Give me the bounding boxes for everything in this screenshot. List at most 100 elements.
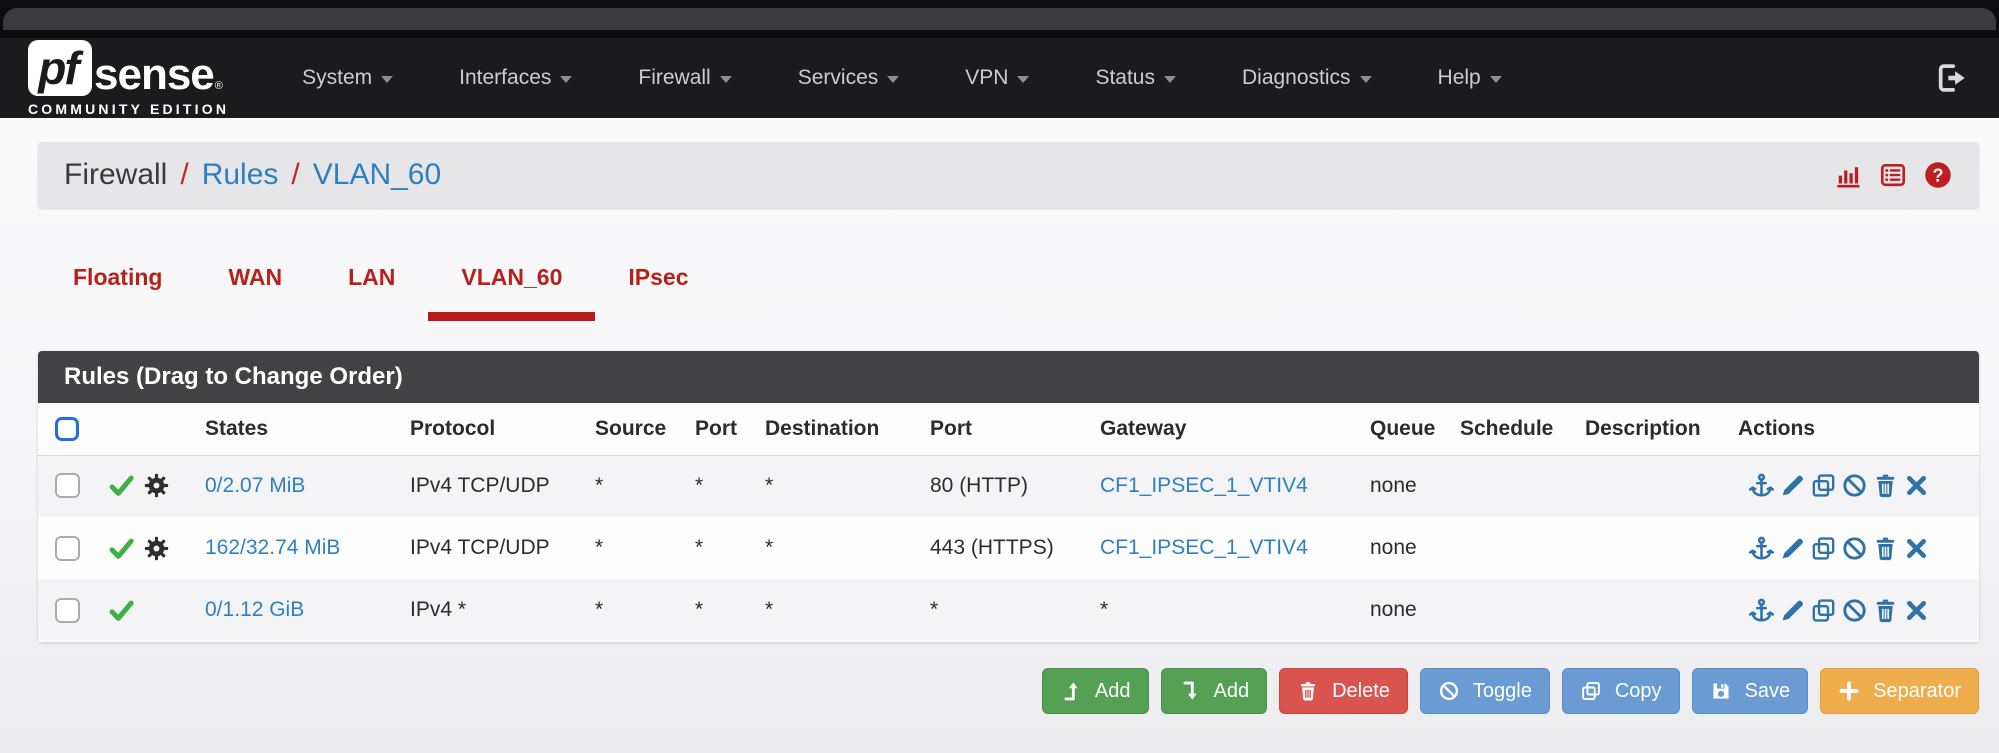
gear-icon[interactable] xyxy=(143,472,170,499)
states-link[interactable]: 162/32.74 MiB xyxy=(205,536,341,559)
navbar-item-help[interactable]: Help xyxy=(1405,56,1535,100)
column-header-description: Description xyxy=(1585,403,1738,456)
registered-mark: ® xyxy=(214,79,223,92)
row-checkbox[interactable] xyxy=(55,535,80,561)
rule-row[interactable]: 0/1.12 GiB IPv4 * * * * * * none xyxy=(38,579,1979,642)
breadcrumb-link-rules[interactable]: Rules xyxy=(201,158,279,191)
trash-icon[interactable] xyxy=(1872,597,1899,624)
actions-cell xyxy=(1738,517,1979,580)
save-button[interactable]: Save xyxy=(1691,668,1809,714)
gateway-link[interactable]: CF1_IPSEC_1_VTIV4 xyxy=(1100,473,1308,497)
close-icon[interactable] xyxy=(1903,472,1930,499)
button-label: Toggle xyxy=(1472,679,1532,702)
ban-icon[interactable] xyxy=(1841,597,1868,624)
queue-cell: none xyxy=(1370,455,1460,518)
row-status-cell xyxy=(108,517,205,580)
tab-floating[interactable]: Floating xyxy=(73,264,163,290)
source-port-cell: * xyxy=(695,517,765,580)
copy-icon[interactable] xyxy=(1810,597,1837,624)
anchor-icon[interactable] xyxy=(1748,597,1775,624)
table-header-row: States Protocol Source Port Destination Port G… xyxy=(38,403,1979,456)
rule-row[interactable]: 162/32.74 MiB IPv4 TCP/UDP * * * 443 (HTTPS) C… xyxy=(38,517,1979,580)
delete-button[interactable]: Delete xyxy=(1279,668,1408,714)
source-cell: * xyxy=(595,455,695,518)
navbar-item-system[interactable]: System xyxy=(269,56,426,100)
schedule-cell xyxy=(1460,455,1585,518)
states-link[interactable]: 0/2.07 MiB xyxy=(205,473,306,497)
select-all-cell xyxy=(38,403,108,456)
anchor-icon[interactable] xyxy=(1748,472,1775,499)
tab-lan[interactable]: LAN xyxy=(348,264,396,290)
plus-icon xyxy=(1838,680,1860,702)
schedule-cell xyxy=(1460,579,1585,642)
rules-panel: Rules (Drag to Change Order) States Proto… xyxy=(38,351,1979,642)
navbar-item-vpn[interactable]: VPN xyxy=(932,56,1062,100)
states-link[interactable]: 0/1.12 GiB xyxy=(205,598,305,621)
breadcrumb-section: Firewall xyxy=(64,158,168,191)
add-button[interactable]: Add xyxy=(1041,668,1149,714)
navbar-item-status[interactable]: Status xyxy=(1062,56,1209,100)
column-header-actions: Actions xyxy=(1738,403,1979,456)
navbar-item-interfaces[interactable]: Interfaces xyxy=(426,56,605,100)
table-list-icon[interactable] xyxy=(1878,160,1908,190)
button-label: Save xyxy=(1744,679,1791,702)
column-header-queue: Queue xyxy=(1370,403,1460,456)
anchor-icon[interactable] xyxy=(1748,535,1775,562)
rule-row[interactable]: 0/2.07 MiB IPv4 TCP/UDP * * * 80 (HTTP) CF1_IP… xyxy=(38,455,1979,518)
queue-cell: none xyxy=(1370,517,1460,580)
caret-down-icon xyxy=(887,76,900,83)
row-checkbox[interactable] xyxy=(55,473,80,499)
button-label: Copy xyxy=(1614,679,1662,702)
level-down-icon xyxy=(1179,680,1201,702)
check-icon[interactable] xyxy=(108,597,135,624)
add-button[interactable]: Add xyxy=(1160,668,1268,714)
gear-icon[interactable] xyxy=(143,535,170,562)
pencil-icon[interactable] xyxy=(1779,472,1806,499)
community-edition-label: COMMUNITY EDITION xyxy=(28,100,230,117)
copy-icon[interactable] xyxy=(1810,535,1837,562)
tab-ipsec[interactable]: IPsec xyxy=(628,264,689,290)
ban-icon[interactable] xyxy=(1841,535,1868,562)
status-column-header xyxy=(108,403,205,456)
gateway-cell: * xyxy=(1100,579,1370,642)
copy-button[interactable]: Copy xyxy=(1561,668,1680,714)
check-icon[interactable] xyxy=(108,472,135,499)
pencil-icon[interactable] xyxy=(1779,535,1806,562)
pfsense-logo[interactable]: pf sense ® COMMUNITY EDITION xyxy=(28,39,230,117)
column-header-states: States xyxy=(205,403,410,456)
toggle-button[interactable]: Toggle xyxy=(1419,668,1550,714)
logo-pf-text: pf xyxy=(38,41,79,94)
row-status-cell xyxy=(108,579,205,642)
navbar-item-diagnostics[interactable]: Diagnostics xyxy=(1209,56,1405,100)
ban-icon[interactable] xyxy=(1841,472,1868,499)
destination-cell: * xyxy=(765,517,930,580)
select-all-checkbox[interactable] xyxy=(55,416,79,441)
rules-panel-title: Rules (Drag to Change Order) xyxy=(38,351,1979,403)
gateway-cell: CF1_IPSEC_1_VTIV4 xyxy=(1100,517,1370,580)
trash-icon[interactable] xyxy=(1872,472,1899,499)
pencil-icon[interactable] xyxy=(1779,597,1806,624)
protocol-cell: IPv4 * xyxy=(410,579,595,642)
caret-down-icon xyxy=(1489,76,1502,83)
ban-icon xyxy=(1438,680,1460,702)
trash-icon[interactable] xyxy=(1872,535,1899,562)
actions-cell xyxy=(1738,579,1979,642)
navbar-item-firewall[interactable]: Firewall xyxy=(605,56,764,100)
breadcrumb-link-interface[interactable]: VLAN_60 xyxy=(312,158,442,191)
separator-button[interactable]: Separator xyxy=(1820,668,1979,714)
close-icon[interactable] xyxy=(1903,535,1930,562)
gateway-link[interactable]: CF1_IPSEC_1_VTIV4 xyxy=(1100,536,1308,559)
tab-vlan_60[interactable]: VLAN_60 xyxy=(428,258,596,321)
column-header-schedule: Schedule xyxy=(1460,403,1585,456)
navbar-item-label: System xyxy=(302,66,373,89)
bar-chart-icon[interactable] xyxy=(1833,160,1863,190)
close-icon[interactable] xyxy=(1903,597,1930,624)
check-icon[interactable] xyxy=(108,535,135,562)
svg-text:?: ? xyxy=(1932,165,1943,185)
navbar-item-services[interactable]: Services xyxy=(765,56,933,100)
sign-out-icon[interactable] xyxy=(1935,61,1969,95)
copy-icon[interactable] xyxy=(1810,472,1837,499)
tab-wan[interactable]: WAN xyxy=(228,264,283,290)
help-circle-icon[interactable]: ? xyxy=(1923,160,1953,190)
row-checkbox[interactable] xyxy=(55,597,80,623)
